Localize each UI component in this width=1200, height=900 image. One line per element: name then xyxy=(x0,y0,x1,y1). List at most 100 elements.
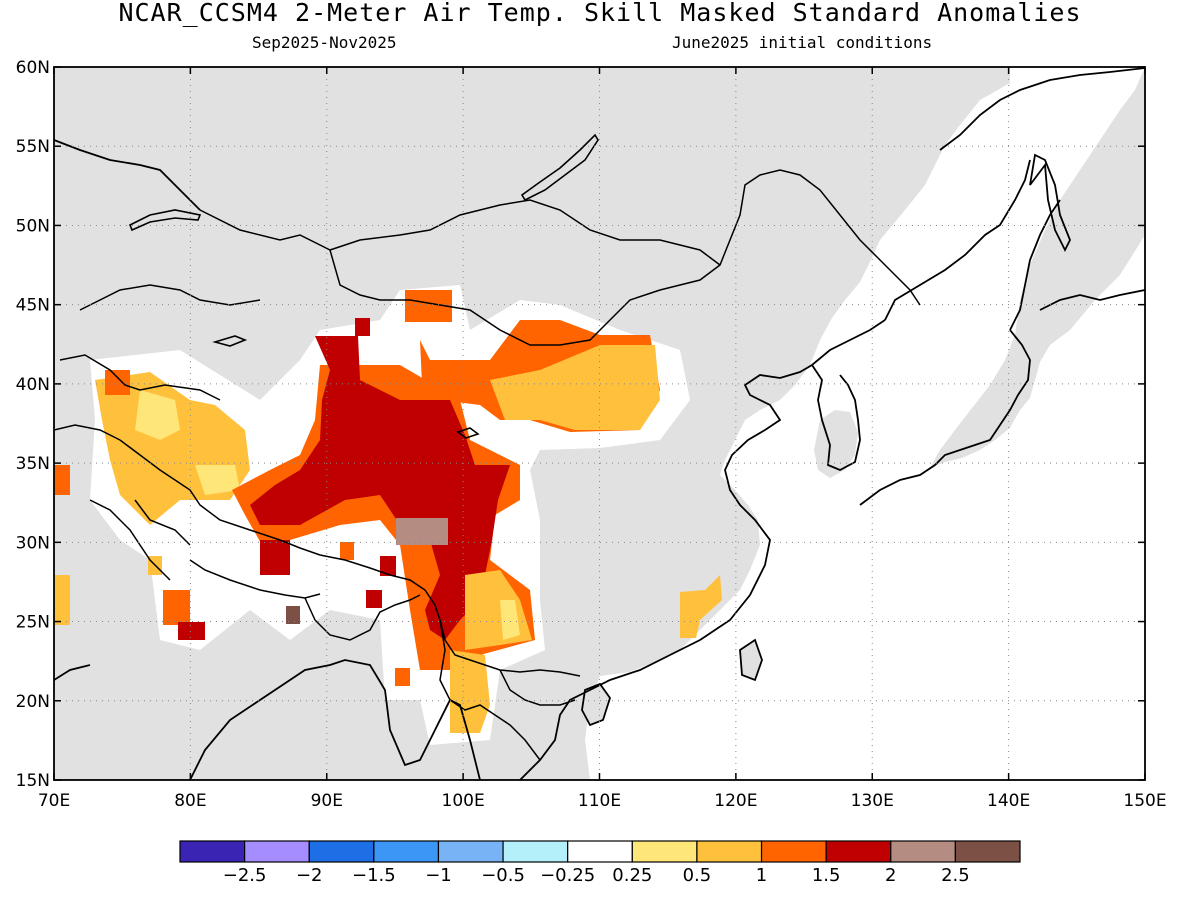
land-area xyxy=(930,67,1145,468)
lat-tick-label: 60N xyxy=(16,58,50,78)
map-title: NCAR_CCSM4 2-Meter Air Temp. Skill Maske… xyxy=(118,0,1082,27)
border-line xyxy=(304,594,421,641)
lat-tick-label: 25N xyxy=(16,613,50,633)
coastline xyxy=(1009,199,1061,331)
border-line xyxy=(119,439,581,677)
initial-conditions-label: June2025 initial conditions xyxy=(672,33,933,52)
anomaly-region xyxy=(178,622,205,640)
land-area xyxy=(582,684,610,725)
colorbar-swatch xyxy=(437,840,504,863)
colorbar-swatch xyxy=(308,840,375,863)
anomaly-region xyxy=(490,345,660,430)
lat-tick-label: 20N xyxy=(16,692,50,712)
lon-tick-label: 110E xyxy=(578,791,621,811)
lon-tick-label: 90E xyxy=(311,791,343,811)
coastline xyxy=(54,139,201,211)
border-line xyxy=(329,199,721,266)
anomaly-region xyxy=(260,540,290,575)
anomaly-region xyxy=(450,650,490,733)
forecast-period: Sep2025-Nov2025 xyxy=(252,33,397,52)
colorbar-label: 2.5 xyxy=(941,865,970,886)
colorbar-swatch xyxy=(244,840,310,863)
lat-tick-label: 55N xyxy=(16,137,50,157)
lon-tick-label: 130E xyxy=(851,791,894,811)
lat-tick-label: 15N xyxy=(16,771,50,791)
graticule xyxy=(54,67,1145,780)
lake-baikal xyxy=(520,133,599,202)
colorbar-swatch xyxy=(890,840,956,863)
border-line xyxy=(89,499,171,581)
lat-tick-label: 30N xyxy=(16,533,50,553)
border-line xyxy=(199,169,921,346)
colorbar-label: 2 xyxy=(885,865,896,886)
lat-tick-label: 45N xyxy=(16,296,50,316)
colorbar-label: −2.5 xyxy=(223,865,267,886)
lon-tick-label: 150E xyxy=(1123,791,1166,811)
colorbar-swatch xyxy=(567,840,633,863)
map-panel: 70E 80E 90E 100E 110E 120E 130E 140E 150E 15N 20N 2… xyxy=(16,58,1167,811)
anomaly-region xyxy=(500,600,520,640)
anomaly-region xyxy=(105,370,130,395)
colorbar-label: 1 xyxy=(756,865,767,886)
coastline xyxy=(939,67,1145,151)
anomaly-region xyxy=(355,318,370,336)
colorbar-swatch xyxy=(696,840,763,863)
anomaly-region xyxy=(680,575,722,638)
coastline xyxy=(1029,153,1071,253)
lake-qinghai xyxy=(456,427,480,439)
lake-balkhash xyxy=(128,209,202,232)
colorbar-label: −2 xyxy=(296,865,323,886)
coastline xyxy=(519,319,886,780)
colorbar-swatch xyxy=(502,840,569,863)
colorbar-label: −0.25 xyxy=(540,865,595,886)
colorbar-swatch xyxy=(760,840,827,863)
colorbar-label: 0.5 xyxy=(683,865,712,886)
colorbar-label: 0.25 xyxy=(612,865,652,886)
anomaly-region xyxy=(135,390,180,440)
colorbar-label: −1 xyxy=(425,865,452,886)
anomaly-region xyxy=(195,465,240,495)
coastline xyxy=(811,364,861,471)
border-line xyxy=(54,424,121,441)
colorbar-swatch xyxy=(954,840,1021,863)
border-line xyxy=(499,669,576,706)
lon-tick-label: 100E xyxy=(442,791,485,811)
border-line xyxy=(59,354,221,401)
colorbar-label: −1.5 xyxy=(352,865,396,886)
colorbar: −2.5 −2 −1.5 −1 −0.5 −0.25 0.25 0.5 1 1.5 2 2.5 xyxy=(179,840,1021,886)
coastline xyxy=(581,682,611,727)
lon-tick-label: 80E xyxy=(174,791,206,811)
coastline xyxy=(739,638,763,682)
colorbar-swatch xyxy=(825,840,892,863)
anomaly-region xyxy=(163,590,190,625)
lat-tick-label: 50N xyxy=(16,216,50,236)
lat-tick-label: 40N xyxy=(16,375,50,395)
border-line xyxy=(134,499,191,546)
anomaly-region xyxy=(395,668,410,686)
anomaly-region xyxy=(340,542,354,560)
colorbar-label: 1.5 xyxy=(812,865,841,886)
border-line xyxy=(79,284,261,311)
colorbar-swatch xyxy=(631,840,698,863)
lon-tick-label: 140E xyxy=(987,791,1030,811)
anomaly-region xyxy=(366,590,382,608)
colorbar-swatch xyxy=(179,840,246,863)
lat-tick-label: 35N xyxy=(16,454,50,474)
anomaly-region xyxy=(380,556,396,576)
coastline xyxy=(884,159,1031,321)
lakes xyxy=(128,133,599,439)
anomaly-region xyxy=(250,336,510,640)
anomaly-region xyxy=(405,290,452,322)
coastline xyxy=(1039,289,1145,311)
colorbar-label: −0.5 xyxy=(481,865,525,886)
lon-tick-label: 70E xyxy=(38,791,70,811)
border-line xyxy=(439,619,541,761)
anomaly-region xyxy=(54,575,70,625)
lake-issyk-kul xyxy=(212,335,248,347)
colorbar-swatch xyxy=(373,840,440,863)
coastline xyxy=(859,329,1031,506)
anomaly-region xyxy=(286,606,300,624)
axis-ticks: 70E 80E 90E 100E 110E 120E 130E 140E 150E 15N 20N 2… xyxy=(16,58,1167,811)
coastline xyxy=(54,664,91,681)
